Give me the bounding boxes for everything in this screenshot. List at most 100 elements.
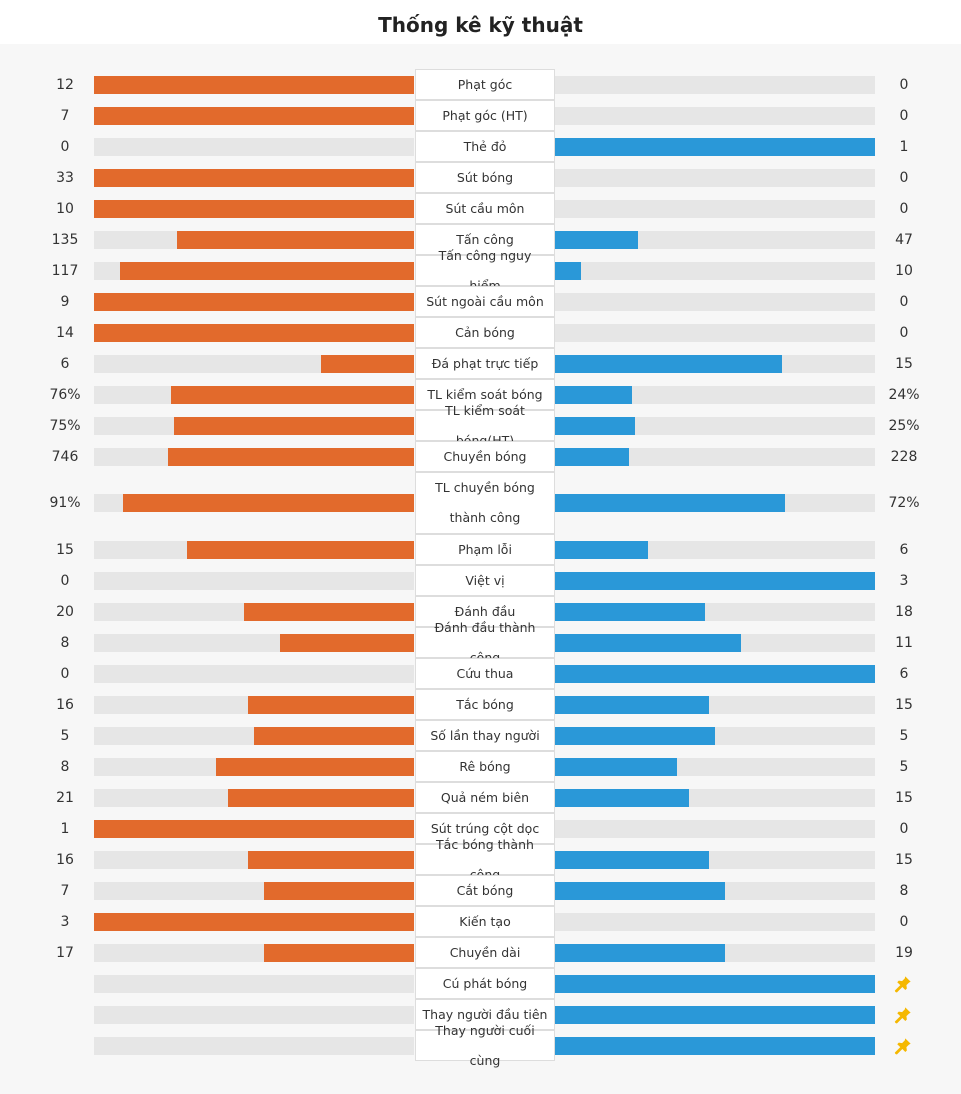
title-bar: Thống kê kỹ thuật xyxy=(0,0,961,44)
away-value: 18 xyxy=(895,603,913,620)
stat-row: 14 Cản bóng 0 xyxy=(0,317,961,348)
home-bar-track xyxy=(94,199,414,218)
away-bar-track xyxy=(555,323,875,342)
stat-row: 91% TL chuyền bóng thành công 72% xyxy=(0,472,961,534)
stat-label: Rê bóng xyxy=(415,751,555,782)
away-bar-track xyxy=(555,1036,875,1055)
home-bar-track xyxy=(94,1036,414,1055)
away-bar-track xyxy=(555,447,875,466)
away-bar-track xyxy=(555,974,875,993)
stat-row: 0 Thẻ đỏ 1 xyxy=(0,131,961,162)
stats-panel: 12 Phạt góc 0 7 Phạt góc (HT) 0 0 Thẻ đỏ 1 33 Sút … xyxy=(0,44,961,1094)
home-value: 20 xyxy=(56,603,74,620)
away-value: 0 xyxy=(899,293,909,310)
away-bar xyxy=(555,416,635,435)
away-bar-track xyxy=(555,199,875,218)
home-bar xyxy=(186,540,414,559)
stat-row: 16 Tắc bóng 15 xyxy=(0,689,961,720)
away-bar xyxy=(555,695,709,714)
home-bar xyxy=(94,199,414,218)
home-bar-track xyxy=(94,943,414,962)
stat-row: 75% TL kiểm soát bóng(HT) 25% xyxy=(0,403,961,448)
home-bar-track xyxy=(94,664,414,683)
away-bar xyxy=(555,726,715,745)
away-bar-track xyxy=(555,943,875,962)
stat-label: TL chuyền bóng thành công xyxy=(415,472,555,534)
stat-row: 746 Chuyền bóng 228 xyxy=(0,441,961,472)
home-value: 746 xyxy=(51,448,79,465)
away-bar xyxy=(555,261,581,280)
home-bar-track xyxy=(94,757,414,776)
away-bar-track xyxy=(555,106,875,125)
stat-label: Kiến tạo xyxy=(415,906,555,937)
home-bar-track xyxy=(94,261,414,280)
home-bar xyxy=(122,494,414,512)
stat-label: Quả ném biên xyxy=(415,782,555,813)
home-bar-track xyxy=(94,75,414,94)
home-bar xyxy=(254,726,414,745)
home-bar-track xyxy=(94,230,414,249)
home-value: 3 xyxy=(60,913,70,930)
home-value: 6 xyxy=(60,355,70,372)
home-bar xyxy=(215,757,414,776)
home-bar-track xyxy=(94,540,414,559)
stat-label: Thay người đầu tiên xyxy=(415,999,555,1030)
away-bar-track xyxy=(555,788,875,807)
home-bar-track xyxy=(94,1005,414,1024)
stat-row: 16 Tắc bóng thành công 15 xyxy=(0,837,961,882)
stat-row: 3 Kiến tạo 0 xyxy=(0,906,961,937)
home-bar-track xyxy=(94,602,414,621)
home-value: 8 xyxy=(60,758,70,775)
home-value: 12 xyxy=(56,76,74,93)
home-bar xyxy=(247,695,414,714)
away-bar xyxy=(555,571,875,590)
away-bar xyxy=(555,385,632,404)
home-bar-track xyxy=(94,292,414,311)
home-value: 75% xyxy=(49,417,81,434)
away-bar-track xyxy=(555,695,875,714)
home-value: 17 xyxy=(56,944,74,961)
away-bar-track xyxy=(555,912,875,931)
away-bar xyxy=(555,881,725,900)
home-bar-track xyxy=(94,974,414,993)
home-bar-track xyxy=(94,323,414,342)
home-bar xyxy=(228,788,414,807)
stat-row: 0 Việt vị 3 xyxy=(0,565,961,596)
home-bar xyxy=(170,385,414,404)
stat-row: 9 Sút ngoài cầu môn 0 xyxy=(0,286,961,317)
away-bar xyxy=(555,1005,875,1024)
away-bar-track xyxy=(555,261,875,280)
stat-label: Tấn công nguy hiểm xyxy=(415,248,555,293)
away-bar-track xyxy=(555,494,875,512)
stat-row: 5 Số lần thay người 5 xyxy=(0,720,961,751)
home-bar-track xyxy=(94,788,414,807)
stat-row: 117 Tấn công nguy hiểm 10 xyxy=(0,248,961,293)
away-bar-track xyxy=(555,819,875,838)
away-bar xyxy=(555,943,725,962)
home-bar-track xyxy=(94,881,414,900)
away-bar-track xyxy=(555,168,875,187)
away-bar xyxy=(555,757,677,776)
away-value: 5 xyxy=(899,758,909,775)
away-bar xyxy=(555,137,875,156)
home-bar xyxy=(177,230,414,249)
away-bar-track xyxy=(555,757,875,776)
home-bar-track xyxy=(94,385,414,404)
home-value: 91% xyxy=(49,495,81,511)
pin-icon xyxy=(894,1037,911,1055)
stat-label: Thẻ đỏ xyxy=(415,131,555,162)
away-bar-track xyxy=(555,292,875,311)
away-value: 15 xyxy=(895,851,913,868)
home-bar-track xyxy=(94,571,414,590)
stat-row: 21 Quả ném biên 15 xyxy=(0,782,961,813)
stat-label: TL kiểm soát bóng(HT) xyxy=(415,403,555,448)
away-bar-track xyxy=(555,385,875,404)
stat-label: Tấn công xyxy=(415,224,555,255)
home-value: 0 xyxy=(60,665,70,682)
away-bar-track xyxy=(555,602,875,621)
away-bar xyxy=(555,447,629,466)
home-bar xyxy=(94,106,414,125)
away-value: 0 xyxy=(899,169,909,186)
stat-label: Sút trúng cột dọc xyxy=(415,813,555,844)
stat-label: Đánh đầu thành công xyxy=(415,620,555,665)
